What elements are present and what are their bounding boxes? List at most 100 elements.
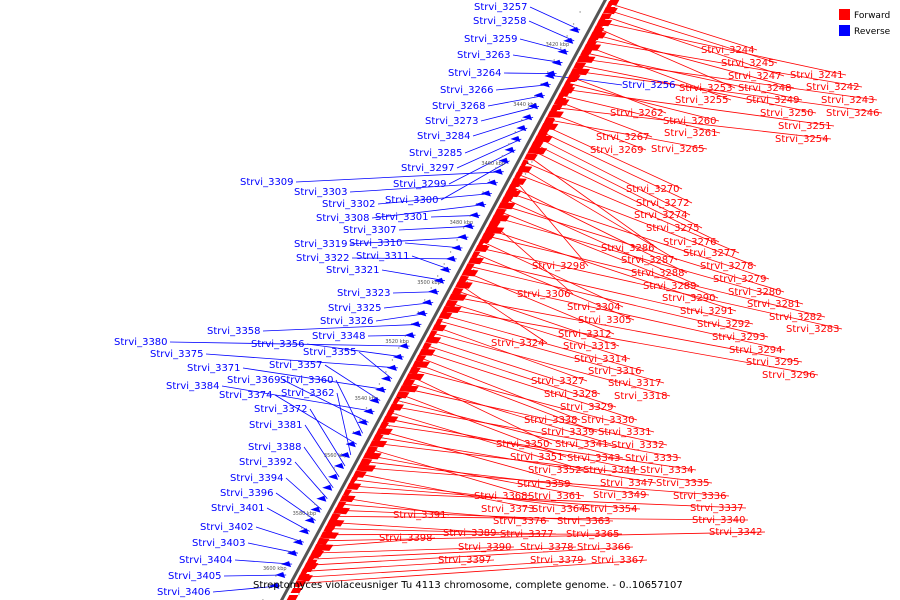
reverse-gene-feature	[392, 354, 403, 360]
forward-gene-label: Strvi_3313	[563, 341, 617, 352]
forward-leader-line	[407, 381, 612, 445]
forward-gene-block	[396, 392, 404, 397]
forward-gene-label: Strvi_3278	[700, 261, 754, 272]
minor-tick	[378, 383, 381, 385]
reverse-leader-line	[221, 385, 375, 412]
minor-tick	[320, 491, 322, 493]
forward-gene-label: Strvi_3373	[481, 504, 535, 515]
reverse-gene-label: Strvi_3319	[294, 239, 348, 250]
forward-gene-block	[532, 140, 544, 145]
forward-gene-label: Strvi_3378	[520, 542, 574, 553]
forward-gene-feature	[444, 299, 458, 307]
reverse-gene-feature	[533, 92, 544, 99]
reverse-gene-label: Strvi_3284	[417, 131, 471, 142]
forward-gene-block	[313, 546, 325, 551]
forward-gene-label: Strvi_3367	[591, 555, 645, 566]
scale-tick-label: 3480 kbp	[450, 220, 474, 226]
reverse-gene-feature	[569, 27, 580, 33]
reverse-gene-label: Strvi_3310	[349, 238, 403, 249]
reverse-gene-feature	[551, 59, 562, 66]
scale-tick-label: 3560 kbp	[324, 453, 348, 459]
forward-gene-label: Strvi_3296	[762, 370, 816, 381]
reverse-leader-line	[512, 54, 563, 64]
forward-leader-line	[354, 479, 589, 510]
minor-tick	[359, 419, 361, 421]
forward-leader-line	[384, 424, 697, 471]
forward-leader-line	[479, 247, 843, 330]
reverse-gene-label: Strvi_3396	[220, 488, 274, 499]
forward-gene-feature	[514, 171, 524, 179]
forward-gene-block	[324, 525, 337, 530]
minor-tick	[488, 179, 491, 181]
reverse-gene-label: Strvi_3357	[269, 360, 323, 371]
minor-tick	[333, 467, 335, 469]
scale-tick-label: 3500 kbp	[417, 280, 441, 286]
minor-tick	[456, 239, 458, 241]
reverse-gene-feature	[298, 528, 309, 535]
forward-gene-label: Strvi_3282	[769, 312, 823, 323]
forward-leader-line	[347, 491, 747, 509]
forward-gene-label: Strvi_3376	[493, 516, 547, 527]
reverse-gene-feature	[339, 452, 350, 459]
reverse-gene-label: Strvi_3388	[248, 442, 302, 453]
reverse-leader-line	[247, 542, 298, 554]
reverse-gene-feature	[422, 299, 433, 306]
forward-gene-label: Strvi_3251	[778, 121, 832, 132]
reverse-gene-label: Strvi_3401	[211, 503, 265, 514]
reverse-gene-feature	[404, 332, 415, 339]
leader-lines	[169, 3, 883, 593]
reverse-gene-feature	[357, 419, 368, 426]
legend-forward-label: Forward	[854, 11, 890, 21]
reverse-gene-label: Strvi_3384	[166, 381, 220, 392]
reverse-gene-feature	[469, 212, 480, 219]
reverse-gene-feature	[527, 103, 538, 110]
minor-tick	[395, 413, 397, 415]
forward-gene-label: Strvi_3341	[555, 439, 609, 450]
reverse-leader-line	[529, 6, 581, 31]
minor-tick	[443, 263, 445, 265]
minor-tick	[501, 155, 504, 157]
reverse-leader-line	[528, 20, 575, 42]
forward-gene-block	[298, 574, 310, 579]
forward-gene-block	[320, 532, 333, 537]
forward-leader-line	[591, 40, 863, 88]
reverse-leader-line	[349, 236, 469, 245]
forward-leader-line	[486, 235, 826, 318]
forward-gene-block	[551, 105, 563, 110]
forward-gene-label: Strvi_3276	[663, 237, 717, 248]
scale-tick-label: 3520 kbp	[385, 339, 409, 345]
minor-tick	[524, 173, 527, 175]
reverse-leader-line	[306, 343, 404, 358]
reverse-gene-feature	[333, 463, 344, 469]
forward-gene-block	[464, 266, 472, 271]
reverse-leader-line	[303, 446, 334, 489]
forward-gene-label: Strvi_3290	[662, 293, 716, 304]
forward-gene-block	[535, 133, 548, 138]
reverse-gene-feature	[457, 234, 468, 241]
forward-leader-line	[390, 412, 585, 471]
forward-leader-line	[512, 186, 688, 274]
forward-leader-line	[463, 278, 786, 351]
reverse-leader-line	[275, 492, 316, 521]
forward-leader-line	[311, 546, 577, 560]
forward-gene-label: Strvi_3359	[517, 479, 571, 490]
reverse-gene-label: Strvi_3369	[227, 375, 281, 386]
forward-leader-line	[541, 131, 693, 204]
forward-gene-feature	[346, 482, 362, 490]
forward-leader-line	[361, 467, 730, 497]
forward-gene-label: Strvi_3366	[577, 542, 631, 553]
forward-gene-label: Strvi_3267	[596, 132, 650, 143]
forward-gene-label: Strvi_3286	[601, 243, 655, 254]
forward-gene-label: Strvi_3292	[697, 319, 751, 330]
forward-gene-feature	[461, 269, 479, 277]
reverse-gene-label: Strvi_3380	[114, 337, 168, 348]
forward-leader-line	[301, 559, 587, 578]
forward-leader-line	[502, 204, 785, 293]
reverse-leader-line	[309, 408, 346, 467]
forward-leader-line	[522, 168, 678, 261]
reverse-leader-line	[242, 367, 387, 391]
forward-gene-label: Strvi_3314	[574, 354, 628, 365]
reverse-leader-line	[335, 379, 363, 434]
reverse-leader-line	[274, 394, 357, 445]
